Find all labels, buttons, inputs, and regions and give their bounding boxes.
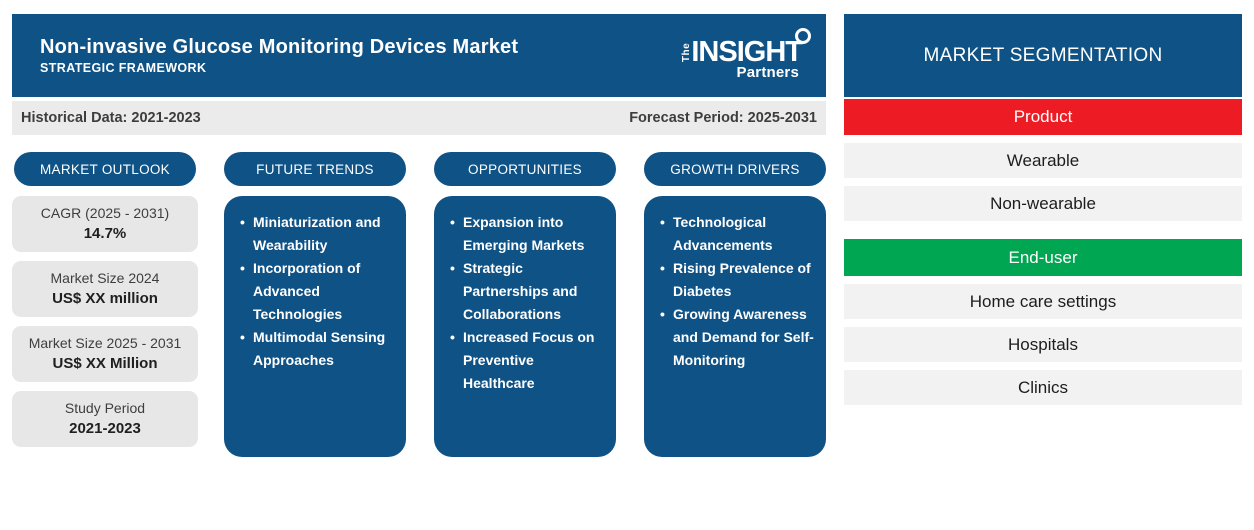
- pill-future-trends: FUTURE TRENDS: [224, 152, 406, 186]
- segment-item-home-care-settings: Home care settings: [844, 284, 1242, 319]
- header-banner: Non-invasive Glucose Monitoring Devices …: [12, 14, 826, 97]
- logo-partners-text: Partners: [736, 64, 799, 81]
- list-item: Technological Advancements: [660, 211, 818, 257]
- segment-item-clinics: Clinics: [844, 370, 1242, 405]
- list-item: Rising Prevalence of Diabetes: [660, 257, 818, 303]
- forecast-period-label: Forecast Period: 2025-2031: [629, 110, 817, 126]
- segment-item-wearable: Wearable: [844, 143, 1242, 178]
- segment-category-end-user: End-user: [844, 239, 1242, 276]
- page-subtitle: STRATEGIC FRAMEWORK: [40, 61, 207, 75]
- stat-study-period-value: 2021-2023: [69, 420, 141, 437]
- segment-item-hospitals: Hospitals: [844, 327, 1242, 362]
- magnifier-icon: [795, 28, 811, 44]
- pill-growth-drivers: GROWTH DRIVERS: [644, 152, 826, 186]
- page-title: Non-invasive Glucose Monitoring Devices …: [40, 36, 519, 58]
- opportunities-list: Expansion into Emerging Markets Strategi…: [450, 211, 608, 395]
- stat-cagr-label: CAGR (2025 - 2031): [40, 205, 170, 221]
- logo-the-text: The: [681, 42, 693, 63]
- stat-study-period: Study Period 2021-2023: [12, 391, 198, 447]
- stat-market-size-2024: Market Size 2024 US$ XX million: [12, 261, 198, 317]
- future-trends-list: Miniaturization and Wearability Incorpor…: [240, 211, 398, 372]
- growth-drivers-list: Technological Advancements Rising Preval…: [660, 211, 818, 372]
- list-item: Miniaturization and Wearability: [240, 211, 398, 257]
- logo-row: The INSIGHT: [652, 28, 811, 68]
- stat-cagr-value: 14.7%: [83, 225, 127, 242]
- list-item: Strategic Partnerships and Collaboration…: [450, 257, 608, 326]
- historical-data-label: Historical Data: 2021-2023: [21, 110, 201, 126]
- stat-market-size-forecast-label: Market Size 2025 - 2031: [28, 335, 182, 351]
- insight-partners-logo: The INSIGHT Partners: [652, 28, 811, 81]
- stat-cagr: CAGR (2025 - 2031) 14.7%: [12, 196, 198, 252]
- list-item: Increased Focus on Preventive Healthcare: [450, 326, 608, 395]
- segmentation-header: MARKET SEGMENTATION: [844, 14, 1242, 97]
- stat-market-size-forecast: Market Size 2025 - 2031 US$ XX Million: [12, 326, 198, 382]
- pill-opportunities: OPPORTUNITIES: [434, 152, 616, 186]
- stat-market-size-2024-value: US$ XX million: [52, 290, 158, 307]
- growth-drivers-card: Technological Advancements Rising Preval…: [644, 196, 826, 457]
- opportunities-card: Expansion into Emerging Markets Strategi…: [434, 196, 616, 457]
- list-item: Multimodal Sensing Approaches: [240, 326, 398, 372]
- period-strip: Historical Data: 2021-2023 Forecast Peri…: [12, 101, 826, 135]
- segment-category-product: Product: [844, 99, 1242, 135]
- list-item: Expansion into Emerging Markets: [450, 211, 608, 257]
- pill-market-outlook: MARKET OUTLOOK: [14, 152, 196, 186]
- stat-study-period-label: Study Period: [64, 400, 146, 416]
- logo-insight-text: INSIGHT: [691, 36, 803, 68]
- stat-market-size-2024-label: Market Size 2024: [50, 270, 160, 286]
- list-item: Growing Awareness and Demand for Self-Mo…: [660, 303, 818, 372]
- future-trends-card: Miniaturization and Wearability Incorpor…: [224, 196, 406, 457]
- segment-item-non-wearable: Non-wearable: [844, 186, 1242, 221]
- list-item: Incorporation of Advanced Technologies: [240, 257, 398, 326]
- stat-market-size-forecast-value: US$ XX Million: [52, 355, 158, 372]
